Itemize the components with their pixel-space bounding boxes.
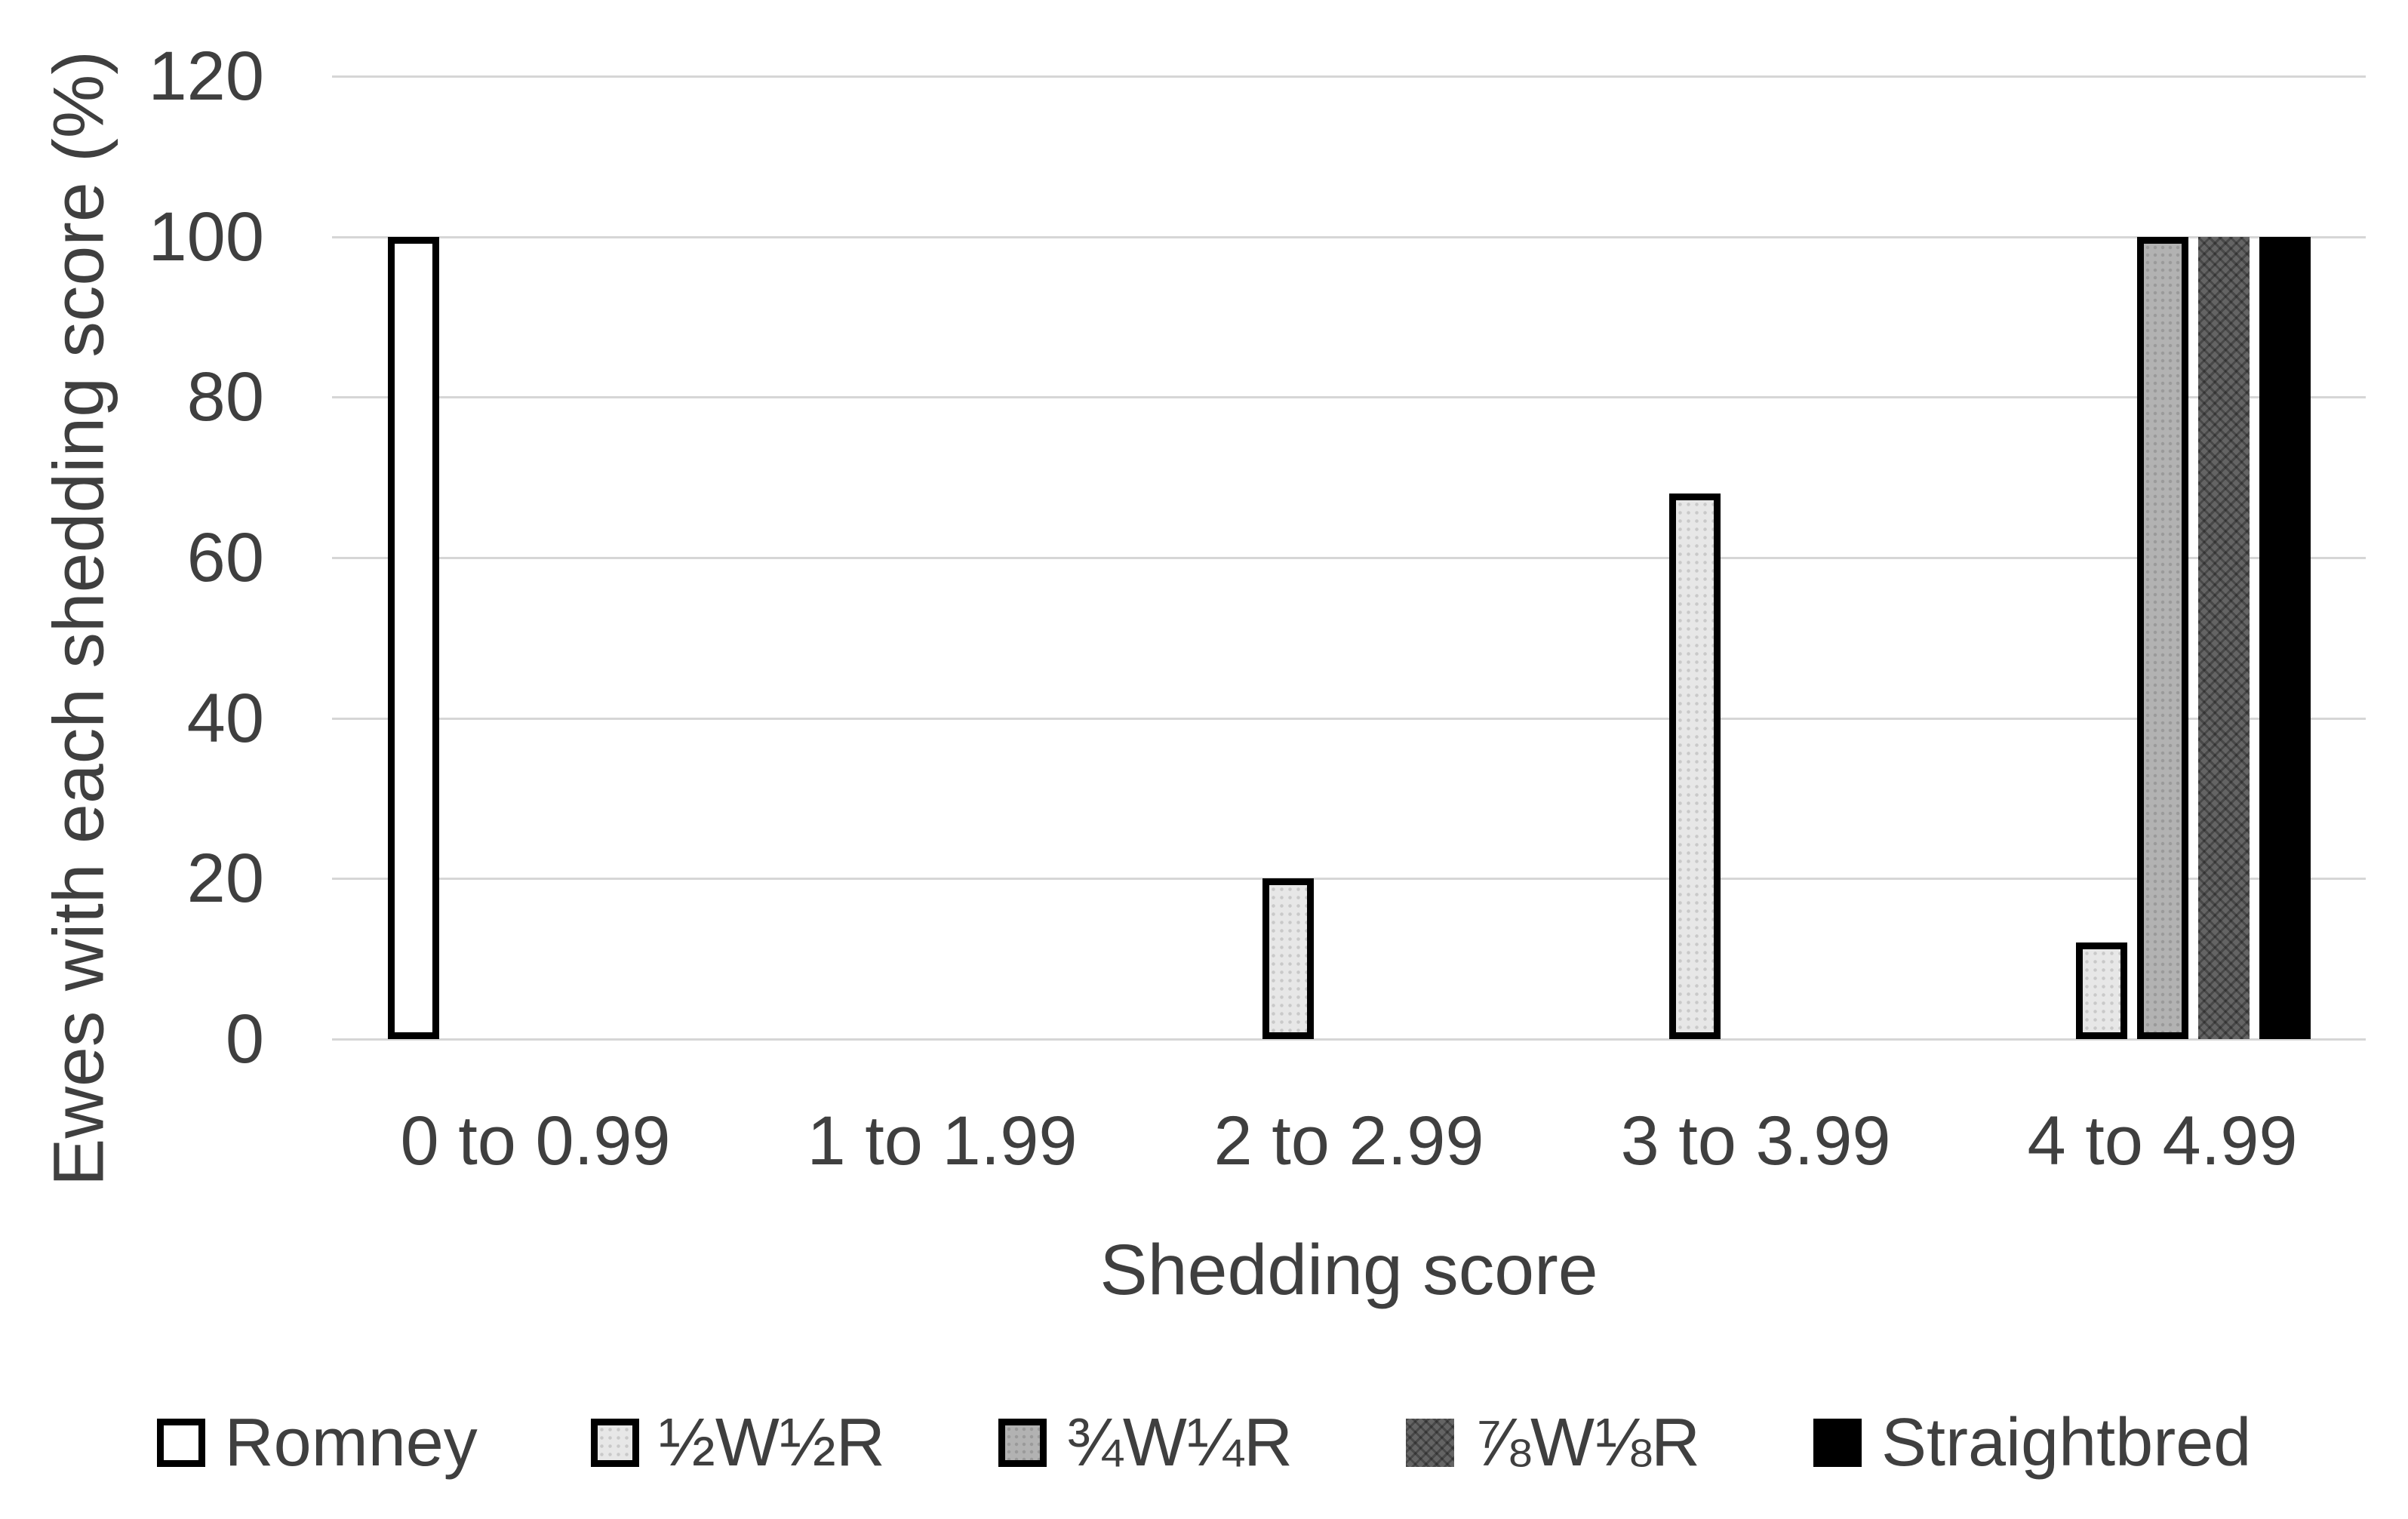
legend-label-⅞W⅛R: ⅞W⅛R [1473,1405,1700,1481]
category-group-3 to 3.99 [1552,76,1959,1039]
x-tick-label-2 to 2.99: 2 to 2.99 [1213,1102,1484,1179]
gridline-100 [332,235,2366,238]
legend: Romney ½W½R ¾W¼R ⅞W⅛R Straightbred [0,1405,2408,1481]
y-tick-label-0: 0 [225,1001,264,1078]
y-tick-label-40: 40 [186,679,264,757]
category-group-1 to 1.99 [739,76,1146,1039]
x-tick-label-4 to 4.99: 4 to 4.99 [2027,1102,2298,1179]
legend-label-¾W¼R: ¾W¼R [1066,1405,1293,1481]
x-axis-title: Shedding score [1099,1230,1598,1310]
x-tick-label-0 to 0.99: 0 to 0.99 [400,1102,671,1179]
y-tick-label-20: 20 [186,840,264,918]
category-group-2 to 2.99 [1146,76,1552,1039]
gridline-60 [332,557,2366,559]
y-tick-label-100: 100 [148,198,265,275]
y-tick-label-80: 80 [186,358,264,436]
legend-label-½W½R: ½W½R [658,1405,885,1481]
bar-⅞W⅛R-4 to 4.99 [2197,236,2250,1039]
bar-Romney-0 to 0.99 [387,236,439,1039]
bar-½W½R-2 to 2.99 [1262,878,1314,1039]
legend-swatch-Romney [156,1419,205,1467]
plot-area [332,75,2366,1041]
y-tick-label-60: 60 [186,519,264,596]
gridline-40 [332,717,2366,720]
legend-item-Romney: Romney [156,1405,478,1481]
y-tick-label-120: 120 [148,38,265,115]
x-tick-label-1 to 1.99: 1 to 1.99 [807,1102,1078,1179]
legend-swatch-⅞W⅛R [1405,1419,1454,1467]
legend-item-¾W¼R: ¾W¼R [998,1405,1293,1481]
gridline-80 [332,396,2366,399]
legend-swatch-¾W¼R [998,1419,1047,1467]
legend-swatch-½W½R [590,1419,639,1467]
legend-item-Straightbred: Straightbred [1813,1405,2251,1481]
gridline-20 [332,878,2366,881]
legend-swatch-Straightbred [1813,1419,1862,1467]
bar-¾W¼R-4 to 4.99 [2136,236,2188,1039]
bar-Straightbred-4 to 4.99 [2259,236,2311,1039]
legend-label-Straightbred: Straightbred [1881,1405,2252,1481]
legend-label-Romney: Romney [224,1405,478,1481]
category-group-0 to 0.99 [332,76,739,1039]
gridline-0 [332,1038,2366,1041]
category-group-4 to 4.99 [1959,76,2366,1039]
bar-½W½R-4 to 4.99 [2075,942,2127,1039]
bar-½W½R-3 to 3.99 [1668,493,1721,1039]
x-tick-label-3 to 3.99: 3 to 3.99 [1620,1102,1891,1179]
gridline-120 [332,75,2366,78]
legend-item-⅞W⅛R: ⅞W⅛R [1405,1405,1700,1481]
legend-item-½W½R: ½W½R [590,1405,885,1481]
